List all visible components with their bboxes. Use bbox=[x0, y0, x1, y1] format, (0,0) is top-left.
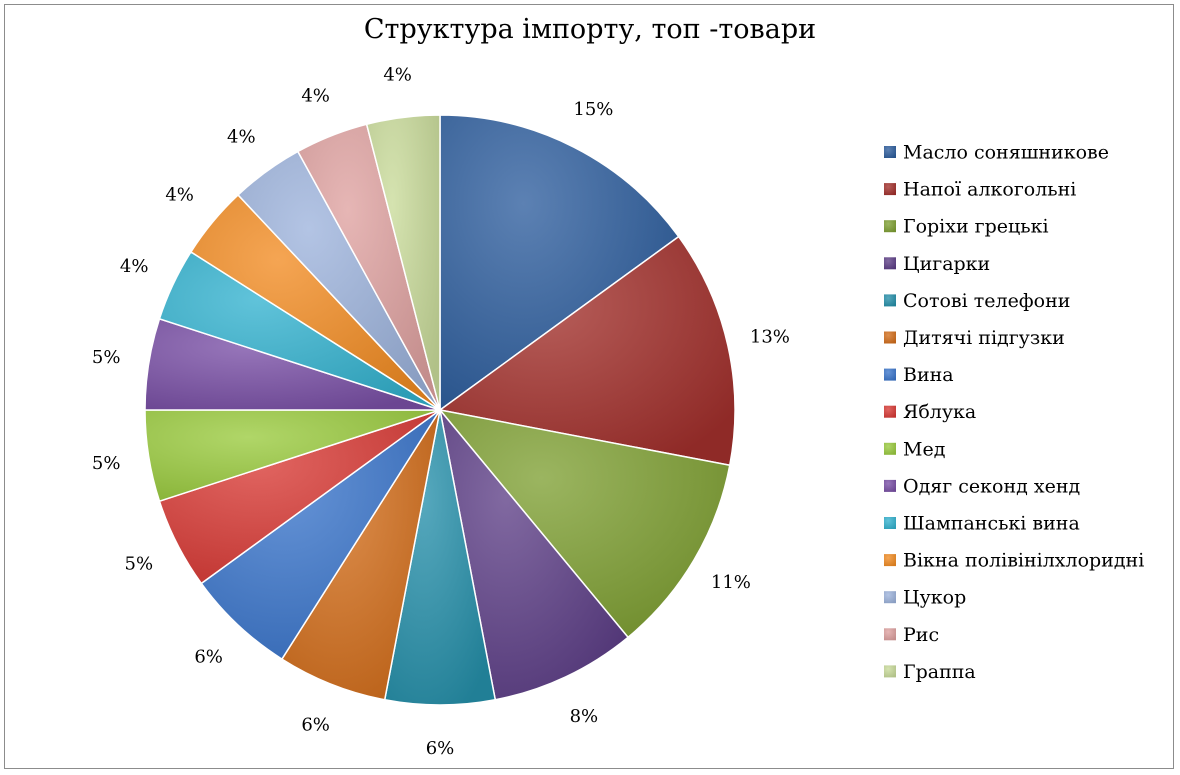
slice-label-4: 8% bbox=[570, 706, 599, 727]
pie-slice-4 bbox=[439, 409, 630, 701]
pie-slice-2 bbox=[438, 235, 736, 467]
slice-label-11: 4% bbox=[120, 256, 149, 277]
legend-label-12: Вікна полівінілхлоридні bbox=[903, 550, 1144, 572]
slice-label-12: 4% bbox=[165, 185, 194, 206]
legend-swatch-5 bbox=[884, 294, 896, 307]
legend-swatch-4 bbox=[884, 257, 896, 270]
legend-label-13: Цукор bbox=[903, 587, 966, 609]
legend-label-8: Яблука bbox=[903, 401, 976, 423]
legend-swatch-12 bbox=[884, 554, 896, 567]
slice-label-13: 4% bbox=[227, 127, 256, 148]
legend: Масло соняшникове Напої алкогольні Горіхи … bbox=[884, 142, 1144, 683]
legend-swatch-15 bbox=[884, 665, 896, 678]
legend-swatch-13 bbox=[884, 591, 896, 604]
legend-swatch-2 bbox=[884, 183, 896, 196]
legend-swatch-14 bbox=[884, 628, 896, 641]
pie-slices bbox=[144, 114, 736, 706]
legend-swatch-7 bbox=[884, 368, 896, 381]
legend-swatch-8 bbox=[884, 405, 896, 418]
legend-label-6: Дитячі підгузки bbox=[903, 327, 1065, 349]
slice-label-3: 11% bbox=[711, 572, 751, 593]
legend-swatch-3 bbox=[884, 220, 896, 233]
pie-slice-15 bbox=[365, 114, 441, 411]
slice-label-10: 5% bbox=[92, 347, 121, 368]
legend-label-3: Горіхи грецькі bbox=[903, 216, 1049, 238]
legend-label-10: Одяг секонд хенд bbox=[903, 475, 1080, 497]
slice-label-9: 5% bbox=[92, 453, 121, 474]
slice-label-14: 4% bbox=[301, 86, 330, 107]
legend-label-11: Шампанські вина bbox=[903, 513, 1080, 535]
pie-slice-1 bbox=[439, 114, 680, 412]
legend-label-4: Цигарки bbox=[903, 253, 990, 275]
slice-labels: 15% 13% 11% 8% 6% 6% 6% 5% 5% 5% 4% 4% 4% 4% 4% bbox=[92, 65, 790, 759]
legend-label-1: Масло соняшникове bbox=[903, 142, 1109, 164]
legend-label-9: Мед bbox=[903, 438, 945, 460]
legend-swatch-6 bbox=[884, 331, 896, 344]
slice-label-5: 6% bbox=[426, 738, 455, 759]
slice-label-7: 6% bbox=[194, 646, 223, 667]
legend-swatch-10 bbox=[884, 479, 896, 492]
chart-title: Структура імпорту, топ -товари bbox=[363, 14, 817, 45]
pie-slice-3 bbox=[438, 408, 731, 639]
slice-label-6: 6% bbox=[301, 714, 330, 735]
legend-label-2: Напої алкогольні bbox=[903, 179, 1076, 201]
legend-swatch-9 bbox=[884, 442, 896, 455]
legend-swatch-11 bbox=[884, 517, 896, 529]
legend-swatch-1 bbox=[884, 146, 896, 158]
slice-label-15: 4% bbox=[383, 65, 412, 86]
slice-label-1: 15% bbox=[573, 99, 613, 120]
legend-label-15: Граппа bbox=[903, 661, 976, 683]
slice-label-2: 13% bbox=[750, 326, 790, 347]
slice-label-8: 5% bbox=[125, 553, 154, 574]
legend-label-7: Вина bbox=[903, 364, 954, 386]
legend-label-14: Рис bbox=[903, 624, 939, 646]
legend-label-5: Сотові телефони bbox=[903, 290, 1070, 312]
